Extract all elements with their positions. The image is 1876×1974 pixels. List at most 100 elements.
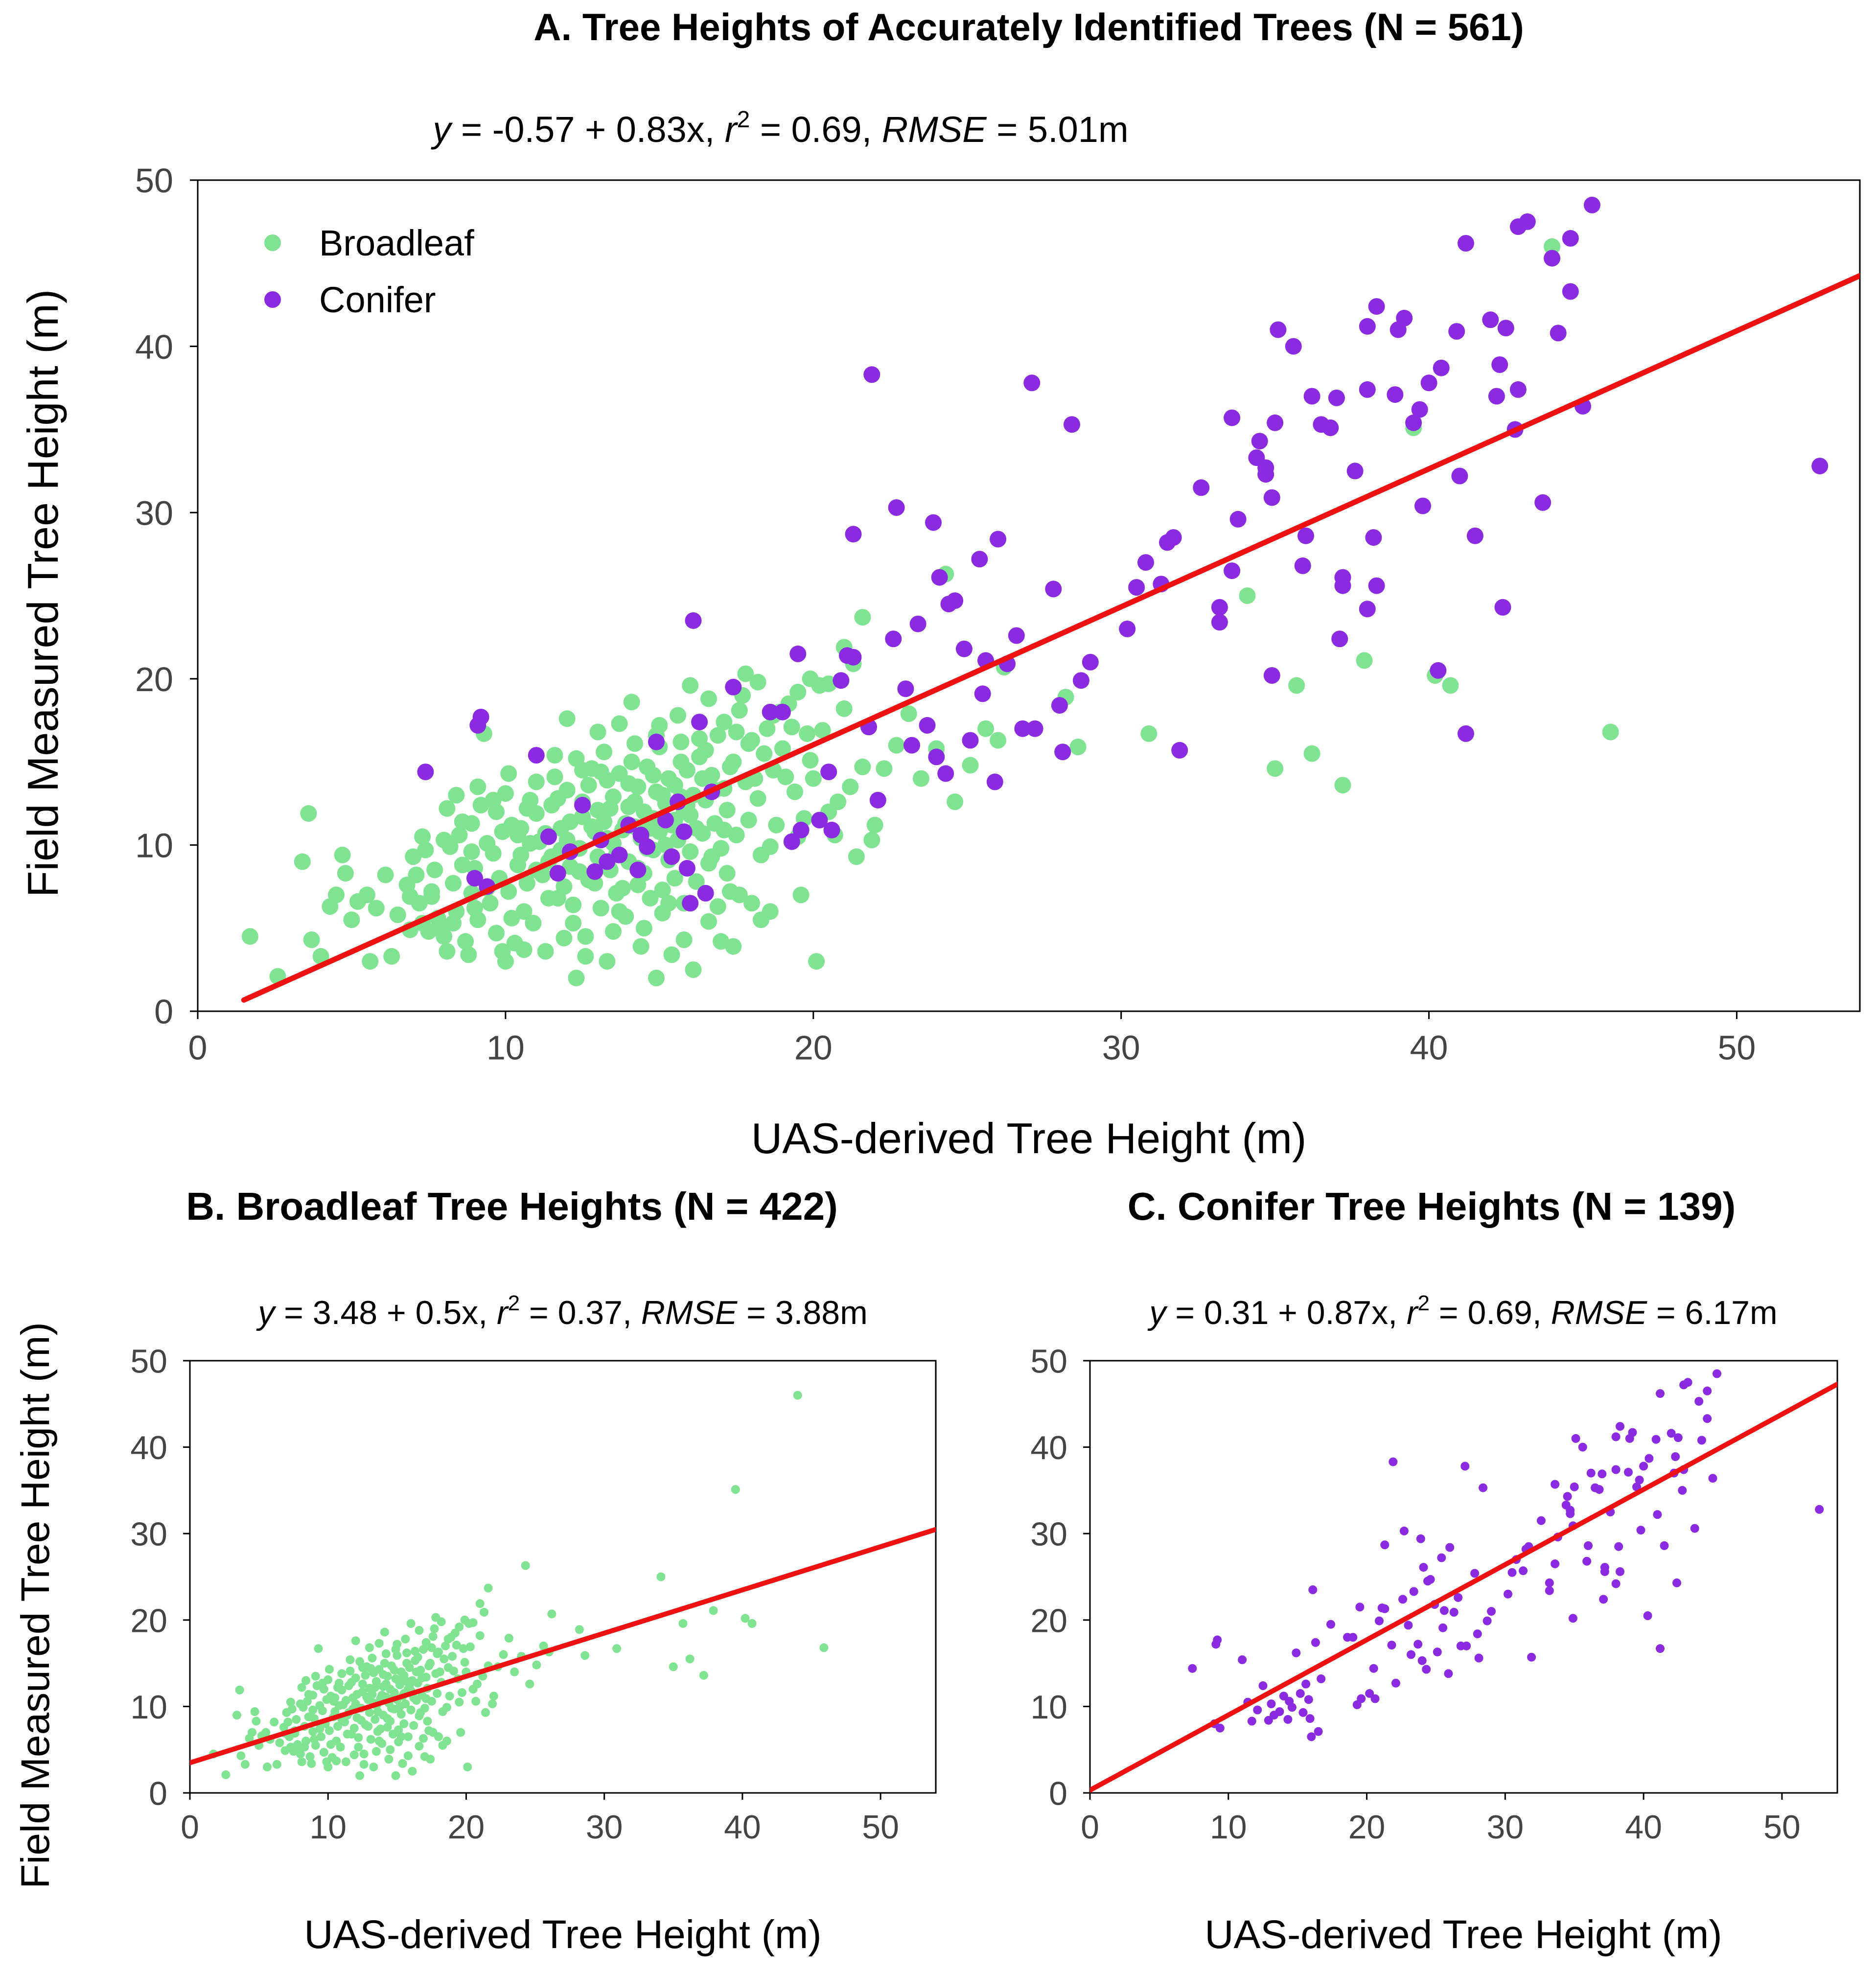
- panel-a-broadleaf-point: [448, 787, 465, 804]
- panel-b-broadleaf-point: [396, 1732, 406, 1742]
- panel-b-broadleaf-point: [304, 1712, 313, 1721]
- panel-b-broadleaf-point: [384, 1755, 394, 1764]
- panel-b-eq-r-exp: 2: [508, 1291, 520, 1315]
- panel-a-broadleaf-point: [589, 723, 606, 741]
- panel-c-conifer-point: [1551, 1559, 1560, 1568]
- panel-a-broadleaf-point: [518, 875, 535, 892]
- panel-b-y-tick-label: 50: [130, 1343, 167, 1380]
- panel-a-conifer-point: [1411, 401, 1428, 418]
- legend-conifer-marker: [264, 291, 281, 308]
- panel-a-broadleaf-point: [1544, 238, 1561, 255]
- panel-a-conifer-point: [962, 732, 979, 749]
- panel-a-broadleaf-point: [537, 943, 554, 960]
- panel-a-conifer-point: [1519, 213, 1536, 230]
- panel-a-broadleaf-point: [460, 946, 477, 963]
- panel-a-broadleaf-point: [682, 843, 699, 860]
- panel-a-broadleaf-point: [457, 933, 474, 950]
- panel-b-broadleaf-point: [380, 1659, 389, 1668]
- panel-b-broadleaf-point: [420, 1752, 429, 1761]
- panel-c-conifer-point: [1317, 1674, 1326, 1683]
- panel-c-conifer-point: [1439, 1606, 1449, 1615]
- panel-a-conifer-point: [1359, 381, 1376, 398]
- panel-a-broadleaf-point: [556, 878, 573, 895]
- panel-a-broadleaf-point: [583, 818, 600, 835]
- panel-b-broadleaf-point: [333, 1722, 342, 1731]
- panel-b-broadleaf-point: [296, 1749, 305, 1759]
- panel-a-eq-rmse-label: RMSE: [882, 109, 987, 150]
- panel-a-conifer-point: [1387, 386, 1404, 403]
- panel-a-conifer-point: [691, 714, 708, 731]
- panel-a-broadleaf-point: [814, 722, 831, 739]
- panel-b-broadleaf-point: [484, 1583, 493, 1593]
- panel-a-plot-frame: [197, 179, 1861, 1012]
- panel-c-y-tick-label: 50: [1030, 1343, 1067, 1380]
- panel-b-broadleaf-point: [275, 1738, 284, 1747]
- panel-c-conifer-point: [1624, 1467, 1633, 1477]
- panel-c-conifer-point: [1188, 1664, 1197, 1673]
- panel-a-broadleaf-point: [1334, 777, 1351, 794]
- panel-b-broadleaf-point: [250, 1707, 259, 1716]
- panel-a-broadleaf-point: [863, 832, 880, 849]
- panel-b-broadleaf-point: [443, 1634, 453, 1644]
- panel-a-conifer-point: [1051, 697, 1068, 714]
- panel-b-eq-slope: 0.5x: [416, 1294, 479, 1331]
- panel-a-conifer-point: [1294, 557, 1311, 574]
- panel-a-broadleaf-point: [485, 791, 502, 809]
- panel-c-eq-slope: 0.87x: [1307, 1294, 1388, 1331]
- panel-b-broadleaf-point: [395, 1702, 404, 1711]
- panel-a-broadleaf-point: [759, 720, 776, 737]
- panel-a-eq-r: r: [725, 109, 739, 150]
- panel-b-broadleaf-point: [354, 1733, 363, 1742]
- panel-c-x-tick-label: 20: [1348, 1809, 1386, 1846]
- panel-a-conifer-point: [648, 733, 665, 750]
- panel-a-broadleaf-point: [1602, 723, 1619, 741]
- panel-c-conifer-point: [1635, 1475, 1644, 1485]
- panel-b-broadleaf-point: [460, 1658, 469, 1667]
- panel-b-broadleaf-point: [354, 1742, 363, 1752]
- panel-a-broadleaf-point: [405, 848, 422, 865]
- panel-a-title: A. Tree Heights of Accurately Identified…: [533, 5, 1524, 48]
- panel-b-broadleaf-point: [396, 1710, 406, 1719]
- panel-c-x-tick-label: 10: [1210, 1809, 1247, 1846]
- panel-c-conifer-point: [1422, 1665, 1431, 1674]
- panel-c-conifer-point: [1213, 1635, 1222, 1645]
- panel-a-broadleaf-point: [377, 866, 394, 883]
- panel-c-conifer-point: [1713, 1369, 1721, 1378]
- panel-a-broadleaf-point: [1267, 760, 1284, 777]
- panel-b-broadleaf-point: [287, 1704, 297, 1714]
- panel-a-broadleaf-point: [802, 752, 819, 769]
- panel-b-x-tick-label: 40: [724, 1809, 761, 1846]
- panel-b-broadleaf-point: [394, 1676, 403, 1685]
- panel-a-conifer-point: [1211, 599, 1228, 616]
- panel-b-broadleaf-point: [547, 1609, 556, 1619]
- panel-a-conifer-point: [1026, 720, 1043, 737]
- panel-c-conifer-point: [1578, 1442, 1587, 1452]
- panel-c-conifer-point: [1703, 1414, 1712, 1423]
- panel-b-broadleaf-point: [442, 1737, 451, 1745]
- panel-a-broadleaf-point: [580, 777, 597, 794]
- panel-c-y-tick-label: 10: [1030, 1689, 1067, 1726]
- panel-a-broadleaf-point: [675, 931, 693, 948]
- panel-b-plot: 0 10 20 30 40 50 0 10 20 30 40 50: [130, 1343, 937, 1846]
- panel-b-broadleaf-point: [235, 1685, 244, 1695]
- panel-a-broadleaf-point: [623, 753, 640, 770]
- panel-c-conifer-point: [1275, 1707, 1284, 1716]
- panel-a-conifer-point: [1263, 489, 1280, 506]
- panel-a-broadleaf-point: [654, 882, 671, 899]
- panel-a-broadleaf-point: [762, 903, 779, 920]
- panel-c-conifer-point: [1536, 1516, 1546, 1525]
- panel-a-conifer-point: [611, 846, 628, 863]
- panel-a-broadleaf-point: [383, 948, 400, 965]
- panel-a-broadleaf-point: [497, 953, 514, 970]
- panel-b-broadleaf-point: [398, 1759, 407, 1768]
- panel-b-eq-r: r: [497, 1294, 509, 1331]
- panel-a-broadleaf-point: [731, 702, 748, 719]
- panel-b-broadleaf-point: [341, 1696, 350, 1705]
- panel-a-conifer-point: [1562, 283, 1579, 300]
- panel-c-conifer-point: [1449, 1607, 1459, 1617]
- panel-a-broadleaf-point: [515, 941, 533, 958]
- panel-b-broadleaf-point: [406, 1619, 416, 1628]
- panel-b-broadleaf-point: [403, 1732, 413, 1742]
- panel-a-conifer-point: [528, 747, 545, 764]
